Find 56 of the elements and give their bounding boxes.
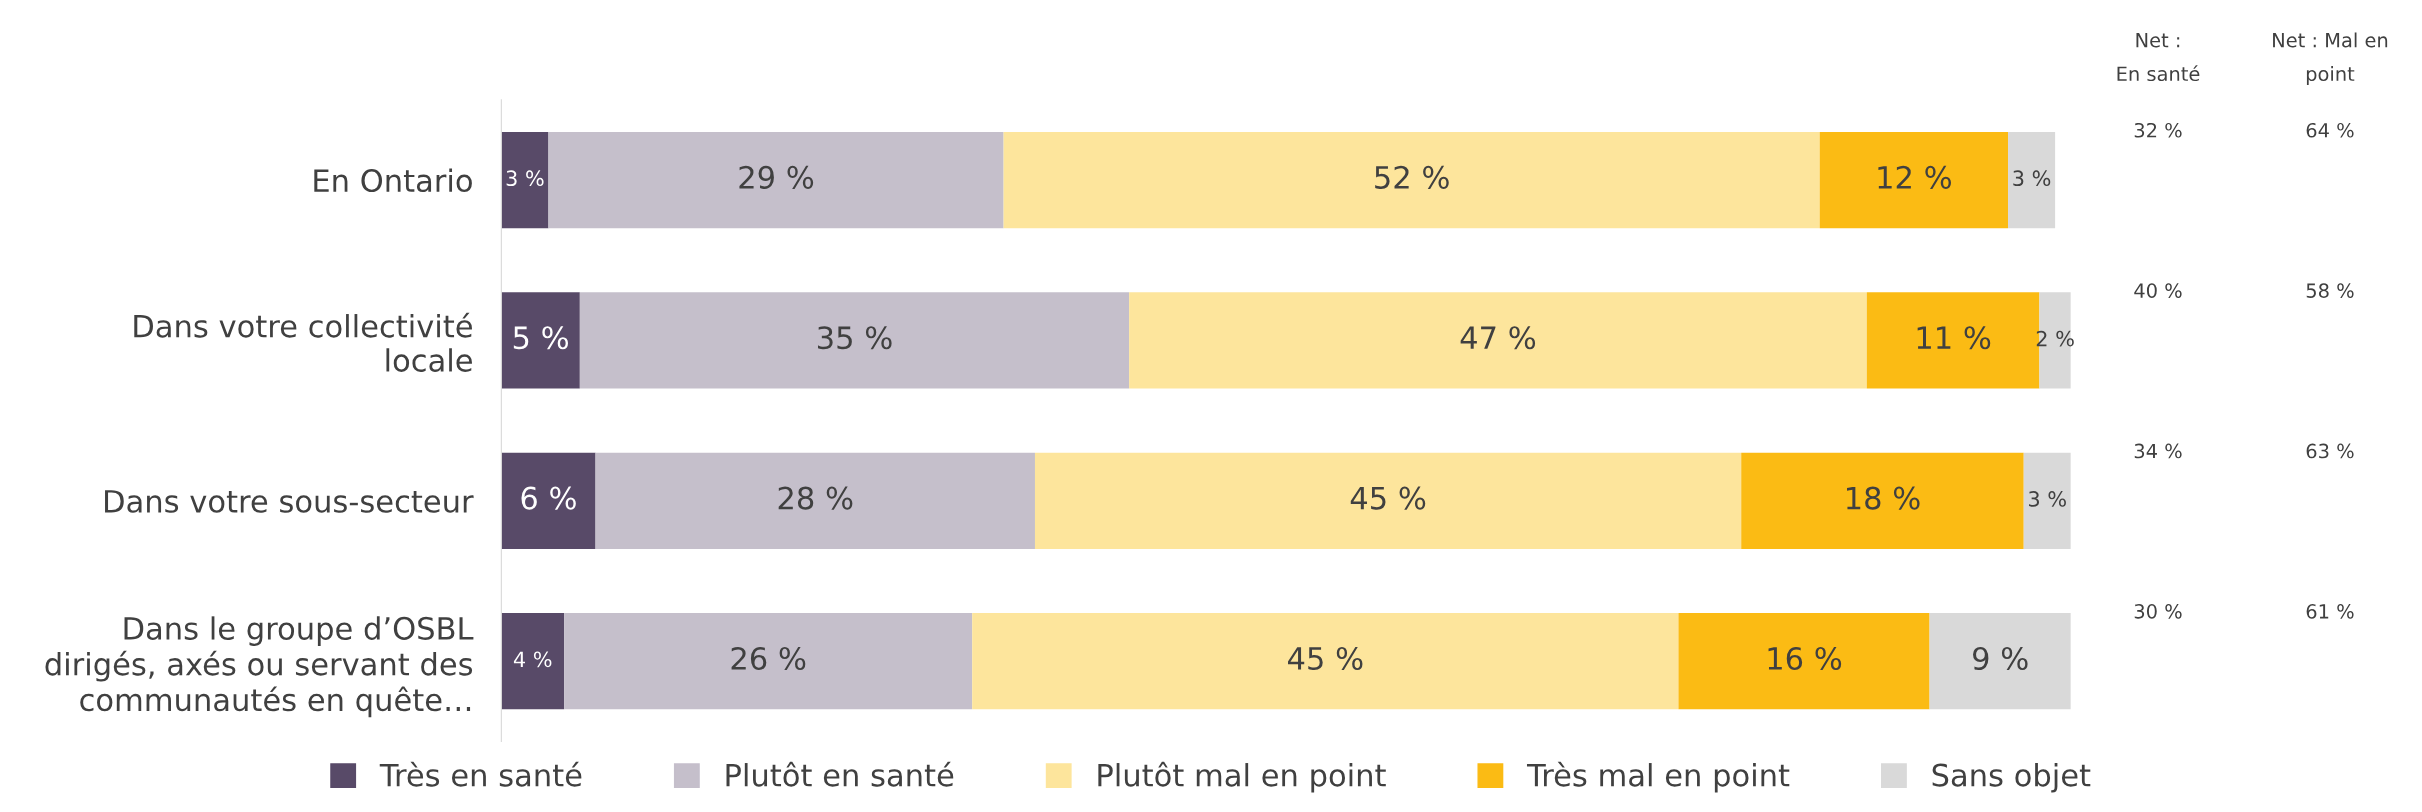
- y-tick-label: En Ontario: [314, 168, 472, 193]
- text: 58 %: [2306, 283, 2354, 298]
- bar: [2023, 452, 2071, 549]
- legend-label: Sans objet: [1932, 763, 2091, 793]
- text: Net : En santé: [2117, 33, 2200, 82]
- legend-label: Très en santé: [379, 761, 582, 787]
- data-label: 28 %: [778, 486, 853, 510]
- legend-label: Très mal en point: [1526, 761, 1790, 793]
- bar: [2008, 131, 2056, 229]
- bar: [579, 292, 1130, 389]
- bar: [1003, 131, 1820, 229]
- data-label: 3 %: [2013, 170, 2051, 187]
- text: Net : Mal en point: [2273, 32, 2388, 85]
- bar: [1678, 613, 1930, 710]
- data-label: 29 %: [739, 165, 814, 189]
- data-label: 4 %: [513, 651, 552, 668]
- data-label: 52 %: [1375, 165, 1449, 189]
- bar: [501, 452, 596, 549]
- bar: [548, 131, 1004, 229]
- text: 63 %: [2306, 443, 2354, 459]
- data-label: 45 %: [1350, 486, 1426, 510]
- data-label: 3 %: [506, 170, 544, 187]
- bar: [1034, 452, 1742, 549]
- data-label: 35 %: [818, 326, 892, 350]
- bar: [501, 131, 549, 229]
- data-label: 47 %: [1460, 326, 1536, 350]
- y-tick-label: Dans le groupe d’OSBL dirigés, axés ou servant des communautés en quête…: [45, 616, 474, 718]
- legend-label: Plutôt en santé: [726, 761, 954, 787]
- data-label: 11 %: [1917, 326, 1991, 350]
- y-tick-label: Dans votre sous-secteur: [105, 490, 474, 513]
- bar: [501, 292, 580, 389]
- text: 61 %: [2306, 603, 2354, 619]
- data-label: 12 %: [1878, 165, 1951, 189]
- data-label: 5 %: [513, 326, 568, 350]
- bar: [1819, 131, 2009, 229]
- data-label: 18 %: [1847, 486, 1920, 510]
- data-label: 26 %: [731, 646, 806, 671]
- text: 40 %: [2134, 283, 2182, 298]
- legend-label: Plutôt mal en point: [1098, 761, 1386, 793]
- bar: [501, 613, 565, 710]
- data-label: 16 %: [1768, 646, 1842, 671]
- data-label: 3 %: [2029, 491, 2066, 507]
- bar: [972, 613, 1679, 710]
- data-label: 9 %: [1973, 646, 2028, 671]
- text: 34 %: [2134, 443, 2182, 459]
- bar: [1741, 452, 2024, 549]
- text: 32 %: [2134, 122, 2182, 138]
- bar: [1929, 613, 2071, 710]
- text: 30 %: [2134, 603, 2182, 619]
- bar: [595, 452, 1035, 549]
- y-tick-label: Dans votre collectivité locale: [134, 312, 472, 372]
- text: 64 %: [2306, 122, 2354, 138]
- bar: [564, 613, 973, 710]
- bar: [1129, 292, 1867, 389]
- data-label: 45 %: [1288, 646, 1363, 671]
- data-label: 6 %: [521, 486, 576, 510]
